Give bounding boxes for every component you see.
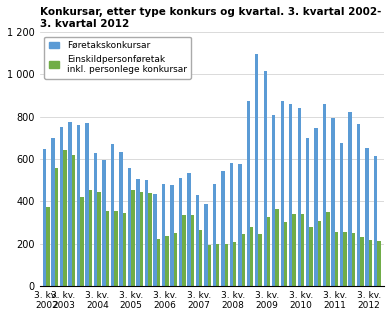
- Bar: [267, 217, 270, 286]
- Bar: [264, 71, 267, 286]
- Bar: [298, 108, 301, 286]
- Bar: [136, 179, 140, 286]
- Bar: [250, 227, 253, 286]
- Bar: [332, 118, 335, 286]
- Bar: [238, 164, 242, 286]
- Bar: [68, 122, 72, 286]
- Bar: [357, 124, 360, 286]
- Bar: [323, 104, 326, 286]
- Bar: [374, 156, 377, 286]
- Bar: [360, 237, 364, 286]
- Bar: [247, 101, 250, 286]
- Bar: [94, 152, 97, 286]
- Bar: [114, 211, 118, 286]
- Bar: [318, 221, 321, 286]
- Bar: [258, 234, 262, 286]
- Bar: [89, 190, 92, 286]
- Bar: [369, 240, 372, 286]
- Bar: [80, 197, 84, 286]
- Bar: [52, 138, 55, 286]
- Bar: [204, 204, 208, 286]
- Bar: [174, 233, 177, 286]
- Bar: [157, 239, 160, 286]
- Bar: [148, 193, 152, 286]
- Bar: [309, 227, 313, 286]
- Bar: [280, 101, 284, 286]
- Bar: [165, 236, 169, 286]
- Bar: [128, 168, 131, 286]
- Bar: [199, 230, 203, 286]
- Bar: [377, 242, 381, 286]
- Legend: Føretakskonkursar, Einskildpersonføretak
inkl. personlege konkursar: Føretakskonkursar, Einskildpersonføretak…: [44, 37, 191, 79]
- Bar: [306, 138, 309, 286]
- Bar: [216, 243, 219, 286]
- Bar: [179, 178, 182, 286]
- Bar: [145, 180, 148, 286]
- Bar: [314, 128, 318, 286]
- Bar: [365, 148, 369, 286]
- Bar: [72, 155, 75, 286]
- Bar: [301, 214, 304, 286]
- Bar: [196, 195, 199, 286]
- Bar: [123, 213, 126, 286]
- Bar: [224, 243, 228, 286]
- Bar: [153, 194, 157, 286]
- Bar: [272, 114, 275, 286]
- Bar: [213, 184, 216, 286]
- Bar: [85, 123, 89, 286]
- Bar: [208, 245, 211, 286]
- Bar: [335, 232, 338, 286]
- Bar: [348, 113, 352, 286]
- Bar: [131, 190, 135, 286]
- Bar: [352, 233, 355, 286]
- Bar: [102, 160, 106, 286]
- Bar: [230, 163, 233, 286]
- Bar: [284, 222, 287, 286]
- Bar: [292, 214, 296, 286]
- Bar: [187, 173, 190, 286]
- Bar: [221, 171, 224, 286]
- Bar: [242, 234, 245, 286]
- Bar: [190, 215, 194, 286]
- Bar: [43, 149, 47, 286]
- Text: Konkursar, etter type konkurs og kvartal. 3. kvartal 2002-
3. kvartal 2012: Konkursar, etter type konkurs og kvartal…: [39, 7, 381, 29]
- Bar: [275, 209, 279, 286]
- Bar: [182, 215, 185, 286]
- Bar: [106, 211, 109, 286]
- Bar: [60, 127, 63, 286]
- Bar: [63, 151, 67, 286]
- Bar: [162, 184, 165, 286]
- Bar: [340, 143, 343, 286]
- Bar: [140, 192, 143, 286]
- Bar: [111, 144, 114, 286]
- Bar: [119, 152, 123, 286]
- Bar: [326, 212, 330, 286]
- Bar: [47, 206, 50, 286]
- Bar: [170, 185, 174, 286]
- Bar: [289, 104, 292, 286]
- Bar: [255, 54, 258, 286]
- Bar: [343, 232, 347, 286]
- Bar: [233, 243, 237, 286]
- Bar: [55, 168, 58, 286]
- Bar: [77, 125, 80, 286]
- Bar: [97, 192, 100, 286]
